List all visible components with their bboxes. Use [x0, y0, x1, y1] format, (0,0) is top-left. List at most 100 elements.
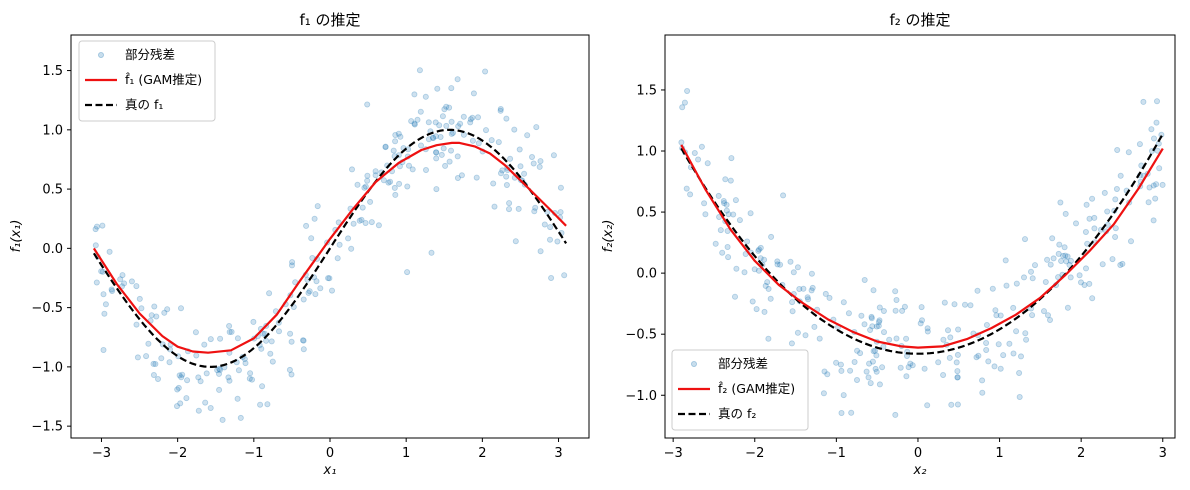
residual-point: [997, 365, 1004, 372]
residual-point: [364, 172, 371, 179]
residual-point: [757, 255, 764, 262]
residual-point: [992, 307, 999, 314]
residual-point: [824, 371, 831, 378]
residual-point: [1010, 304, 1017, 311]
residual-point: [732, 197, 739, 204]
residual-point: [364, 101, 371, 108]
residual-point: [148, 312, 155, 319]
residual-point: [1082, 228, 1089, 235]
residual-point: [179, 371, 186, 378]
residual-point: [951, 301, 958, 308]
residual-point: [433, 149, 440, 156]
residual-point: [503, 173, 510, 180]
residual-point: [681, 99, 688, 106]
residual-point: [382, 144, 389, 151]
residual-point: [454, 174, 461, 181]
residual-point: [1002, 257, 1009, 264]
x-axis-label: x₂: [913, 463, 927, 478]
residual-point: [92, 226, 99, 233]
residual-point: [497, 170, 504, 177]
residual-point: [919, 317, 926, 324]
residual-point: [454, 76, 461, 83]
true-function-line: [680, 133, 1164, 355]
residual-point: [299, 337, 306, 344]
residual-point: [876, 381, 883, 388]
residual-point: [753, 306, 760, 313]
residual-point: [201, 341, 208, 348]
lines-group: [680, 133, 1164, 355]
legend-box: [78, 40, 216, 122]
residual-point: [983, 321, 990, 328]
residual-point: [361, 184, 368, 191]
residual-point: [809, 284, 816, 291]
residual-point: [1112, 233, 1119, 240]
residual-point: [197, 378, 204, 385]
residual-point: [974, 287, 981, 294]
residual-point: [505, 206, 512, 213]
residual-point: [443, 122, 450, 129]
residual-point: [1042, 278, 1049, 285]
residual-point: [704, 160, 711, 167]
residual-point: [1150, 182, 1157, 189]
residual-point: [867, 380, 874, 387]
residual-point: [1013, 280, 1020, 287]
y-tick-label: −1.0: [31, 360, 63, 375]
residual-point: [954, 374, 961, 381]
residual-point: [1145, 199, 1152, 206]
residual-point: [935, 359, 942, 366]
residual-point: [441, 106, 448, 113]
residual-point: [164, 306, 171, 313]
y-axis-ticks: −1.5 −1.0 −0.5 0.0 0.5 1.0 1.5: [31, 64, 71, 435]
residual-point: [838, 367, 845, 374]
residual-point: [515, 205, 522, 212]
legend: 部分残差 f̂₁ (GAM推定) 真の f₁: [78, 40, 216, 122]
residual-point: [995, 341, 1002, 348]
residual-point: [469, 114, 476, 121]
residual-point: [362, 183, 369, 190]
residual-point: [1112, 196, 1119, 203]
residual-point: [440, 145, 447, 152]
residual-point: [234, 335, 241, 342]
residual-point: [300, 296, 307, 303]
residual-point: [1086, 215, 1093, 222]
residual-point: [458, 172, 465, 179]
residual-point: [955, 326, 962, 333]
residual-point: [973, 354, 980, 361]
residual-point: [691, 149, 698, 156]
residual-point: [530, 160, 537, 167]
residual-point: [557, 184, 564, 191]
legend-label-estimate: f̂₁ (GAM推定): [125, 72, 202, 87]
chart-title: f₁ の推定: [299, 11, 360, 29]
residual-point: [924, 325, 931, 332]
residual-point: [288, 338, 295, 345]
residual-point: [1062, 210, 1069, 217]
residual-point: [892, 411, 899, 418]
residual-point: [868, 315, 875, 322]
residual-point: [979, 377, 986, 384]
residual-point: [101, 310, 108, 317]
residual-point: [858, 312, 865, 319]
residual-point: [880, 307, 887, 314]
residual-point: [238, 446, 243, 451]
residual-point: [1062, 252, 1069, 259]
residual-point: [368, 219, 375, 226]
residual-point: [897, 364, 904, 371]
residual-point: [174, 386, 181, 393]
residual-point: [248, 376, 255, 383]
residual-point: [683, 185, 690, 192]
residual-point: [414, 116, 421, 123]
residual-point: [92, 242, 99, 249]
residual-point: [1150, 217, 1157, 224]
residual-point: [1117, 261, 1124, 268]
residual-point: [537, 248, 544, 255]
residual-point: [217, 335, 224, 342]
residual-point: [537, 158, 544, 165]
residual-point: [837, 361, 844, 368]
residual-point: [259, 330, 266, 337]
residual-point: [1083, 201, 1090, 208]
residual-point: [469, 137, 476, 144]
residual-point: [488, 137, 495, 144]
residual-point: [903, 373, 910, 380]
residual-point: [258, 345, 265, 352]
residual-point: [1006, 340, 1013, 347]
